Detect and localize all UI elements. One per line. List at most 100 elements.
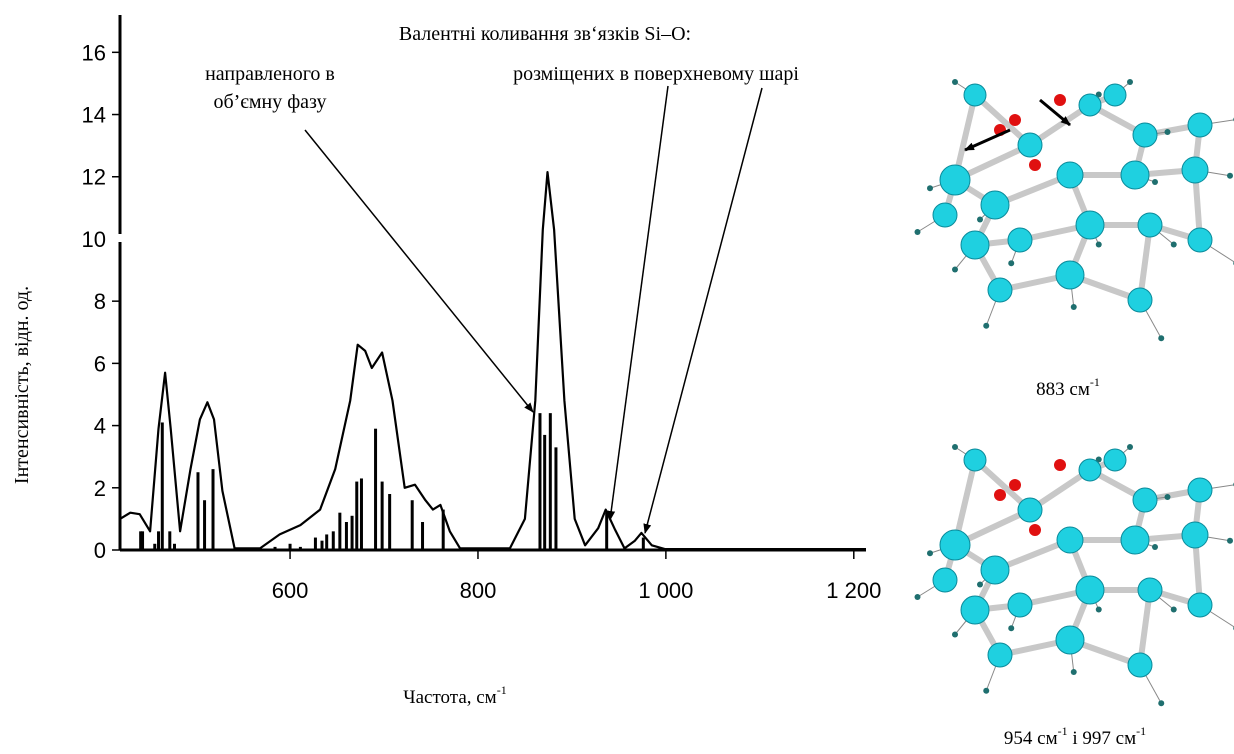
h-atom — [983, 323, 989, 329]
h-atom — [1008, 625, 1014, 631]
x-tick-label: 600 — [272, 578, 309, 603]
si-atom — [1182, 522, 1208, 548]
si-atom — [933, 203, 957, 227]
si-atom — [1079, 459, 1101, 481]
si-atom — [1182, 157, 1208, 183]
stick-bar — [168, 531, 171, 550]
o-atom — [1054, 459, 1066, 471]
si-atom — [1104, 84, 1126, 106]
stick-bar — [212, 469, 215, 550]
y-tick-label: 16 — [82, 40, 106, 65]
y-tick-label: 14 — [82, 103, 106, 128]
h-atom — [927, 550, 933, 556]
h-atom — [1171, 607, 1177, 613]
stick-bar — [161, 422, 164, 550]
y-tick-label: 4 — [94, 414, 106, 439]
si-atom — [961, 596, 989, 624]
h-atom — [1071, 669, 1077, 675]
si-atom — [981, 191, 1009, 219]
caption-text: і 997 см — [1068, 728, 1137, 749]
annotation-arrows — [305, 86, 762, 533]
si-atom — [1188, 593, 1212, 617]
h-atom — [983, 688, 989, 694]
annotation-title: Валентні коливання зв‘язків Si–O: — [399, 23, 691, 45]
h-atom — [952, 632, 958, 638]
si-atom — [1188, 478, 1212, 502]
y-tick-label: 2 — [94, 476, 106, 501]
x-tick-label: 1 200 — [826, 578, 881, 603]
o-atom — [1009, 479, 1021, 491]
h-atom — [1227, 538, 1233, 544]
stick-bar — [374, 429, 377, 550]
caption-text: 883 см — [1036, 379, 1090, 400]
arrow — [965, 130, 1010, 150]
stick-bar — [196, 472, 199, 550]
o-atom — [1054, 94, 1066, 106]
stick-bar — [314, 538, 317, 550]
si-atom — [1057, 527, 1083, 553]
stick-bar — [543, 435, 546, 550]
caption: 883 см-1 — [1036, 375, 1100, 400]
o-atom — [1009, 114, 1021, 126]
si-atom — [1128, 288, 1152, 312]
annotation-surface: розміщених в поверхневому шарі — [513, 63, 799, 85]
h-atom — [915, 229, 921, 235]
stick-bar — [351, 516, 354, 550]
stick-bar — [421, 522, 424, 550]
stick-bar — [203, 500, 206, 550]
si-atom — [933, 568, 957, 592]
si-atom — [1133, 488, 1157, 512]
h-atom — [1152, 544, 1158, 550]
stick-bar — [538, 413, 541, 550]
h-atom — [1008, 260, 1014, 266]
si-atom — [940, 530, 970, 560]
caption-sup: -1 — [1058, 724, 1068, 738]
si-atom — [940, 165, 970, 195]
caption-sup: -1 — [1090, 375, 1100, 389]
si-atom — [1188, 113, 1212, 137]
stick-bar — [355, 482, 358, 550]
h-atom — [1071, 304, 1077, 310]
stick-bar — [411, 500, 414, 550]
si-atom — [964, 449, 986, 471]
h-atom — [1171, 242, 1177, 248]
h-atom — [1152, 179, 1158, 185]
o-atom — [1029, 159, 1041, 171]
si-atom — [1104, 449, 1126, 471]
si-atom — [981, 556, 1009, 584]
si-atom — [1056, 261, 1084, 289]
y-tick-label: 0 — [94, 538, 106, 563]
molecule-image — [915, 444, 1234, 706]
h-atom — [1158, 335, 1164, 341]
si-atom — [1079, 94, 1101, 116]
h-atom — [1127, 444, 1133, 450]
stick-bar — [360, 478, 363, 550]
h-atom — [1227, 173, 1233, 179]
stick-bar — [388, 494, 391, 550]
x-tick-label: 800 — [460, 578, 497, 603]
spectrum-line — [120, 172, 866, 549]
x-axis-label-text: Частота, см — [403, 687, 496, 708]
h-atom — [952, 79, 958, 85]
annotation-bulk: об’ємну фазу — [213, 91, 326, 113]
y-tick-label: 8 — [94, 289, 106, 314]
stick-bar — [345, 522, 348, 550]
h-atom — [927, 185, 933, 191]
x-tick-label: 1 000 — [638, 578, 693, 603]
annotation-bulk: направленого в — [205, 63, 335, 85]
stick-bar — [381, 482, 384, 550]
si-atom — [988, 278, 1012, 302]
si-atom — [1138, 213, 1162, 237]
o-atom — [1029, 524, 1041, 536]
o-atom — [994, 489, 1006, 501]
stick-bar — [338, 513, 341, 550]
h-atom — [952, 444, 958, 450]
y-axis-label: Інтенсивність, відн. од. — [11, 286, 33, 484]
si-atom — [988, 643, 1012, 667]
si-atom — [1121, 161, 1149, 189]
si-atom — [1018, 498, 1042, 522]
si-atom — [1128, 653, 1152, 677]
h-atom — [1165, 494, 1171, 500]
arrow — [1040, 100, 1070, 125]
x-axis-label: Частота, см-1 — [403, 683, 506, 708]
